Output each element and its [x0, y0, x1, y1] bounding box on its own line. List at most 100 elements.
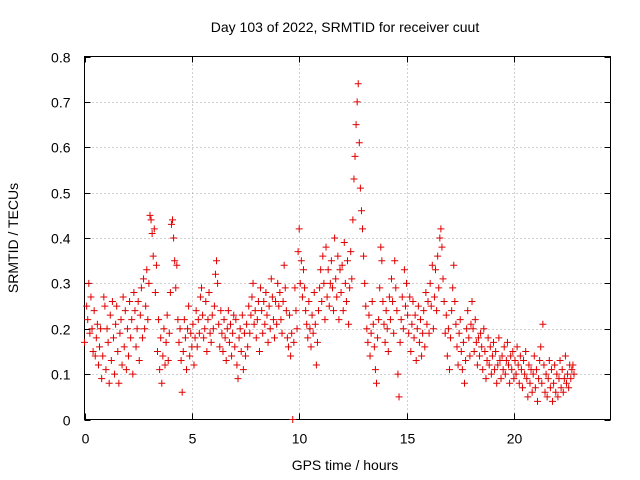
data-point: [234, 375, 242, 383]
data-point: [393, 307, 401, 315]
data-point: [230, 311, 238, 319]
data-point: [252, 334, 260, 342]
data-point: [543, 393, 551, 401]
data-point: [111, 370, 119, 378]
data-point: [301, 284, 309, 292]
data-point: [498, 352, 506, 360]
data-point: [115, 379, 123, 387]
x-tick-label: 10: [292, 431, 308, 447]
data-point: [349, 216, 357, 224]
data-point: [248, 293, 256, 301]
data-point: [466, 352, 474, 360]
data-point: [261, 320, 269, 328]
data-point: [445, 366, 453, 374]
data-point: [308, 311, 316, 319]
data-point: [91, 352, 99, 360]
data-point: [225, 338, 233, 346]
data-point: [522, 347, 530, 355]
data-point: [228, 352, 236, 360]
data-point: [114, 347, 122, 355]
data-point: [303, 320, 311, 328]
data-point: [325, 302, 333, 310]
data-point: [184, 325, 192, 333]
data-point: [209, 325, 217, 333]
data-point: [312, 361, 320, 369]
data-point: [292, 307, 300, 315]
data-point: [202, 298, 210, 306]
data-point: [318, 298, 326, 306]
data-point: [223, 325, 231, 333]
data-point: [465, 334, 473, 342]
data-point: [138, 334, 146, 342]
data-point: [413, 325, 421, 333]
data-point: [335, 316, 343, 324]
data-point: [135, 357, 143, 365]
data-point: [372, 379, 380, 387]
data-point: [436, 234, 444, 242]
data-point: [403, 279, 411, 287]
data-point: [195, 329, 203, 337]
data-point: [439, 275, 447, 283]
data-point: [342, 298, 350, 306]
data-point: [478, 343, 486, 351]
data-point: [190, 361, 198, 369]
data-point: [273, 320, 281, 328]
data-point: [433, 307, 441, 315]
data-point: [512, 370, 520, 378]
data-point: [126, 298, 134, 306]
data-point: [219, 347, 227, 355]
data-point: [409, 298, 417, 306]
data-point: [311, 320, 319, 328]
data-point: [306, 325, 314, 333]
data-point: [404, 311, 412, 319]
data-point: [467, 320, 475, 328]
y-tick-label: 0.7: [51, 95, 71, 111]
data-point: [127, 334, 135, 342]
data-point: [461, 379, 469, 387]
data-point: [551, 361, 559, 369]
data-point: [323, 293, 331, 301]
data-point: [553, 370, 561, 378]
data-point: [182, 366, 190, 374]
data-point: [450, 261, 458, 269]
data-point: [181, 334, 189, 342]
data-point: [243, 320, 251, 328]
data-point: [272, 298, 280, 306]
data-point: [517, 366, 525, 374]
data-point: [144, 316, 152, 324]
data-point: [549, 397, 557, 405]
data-point: [167, 220, 175, 228]
data-point: [491, 366, 499, 374]
x-tick-label: 15: [400, 431, 416, 447]
data-point: [275, 302, 283, 310]
data-points: [81, 80, 578, 423]
data-point: [274, 279, 282, 287]
x-tick-label: 5: [189, 431, 197, 447]
data-point: [456, 316, 464, 324]
data-point: [462, 357, 470, 365]
data-point: [391, 257, 399, 265]
data-point: [362, 302, 370, 310]
data-point: [201, 325, 209, 333]
y-tick-label: 0.8: [51, 50, 71, 66]
data-point: [341, 279, 349, 287]
data-point: [226, 320, 234, 328]
data-point: [288, 329, 296, 337]
data-point: [521, 370, 529, 378]
data-point: [326, 279, 334, 287]
data-point: [442, 311, 450, 319]
data-point: [280, 261, 288, 269]
x-tick-label: 20: [507, 431, 523, 447]
data-point: [246, 329, 254, 337]
data-point: [368, 298, 376, 306]
data-point: [339, 307, 347, 315]
data-point: [401, 302, 409, 310]
data-point: [233, 361, 241, 369]
data-point: [85, 279, 93, 287]
data-point: [180, 316, 188, 324]
data-point: [392, 284, 400, 292]
data-point: [315, 307, 323, 315]
data-point: [307, 343, 315, 351]
data-point: [206, 329, 214, 337]
data-point: [155, 316, 163, 324]
